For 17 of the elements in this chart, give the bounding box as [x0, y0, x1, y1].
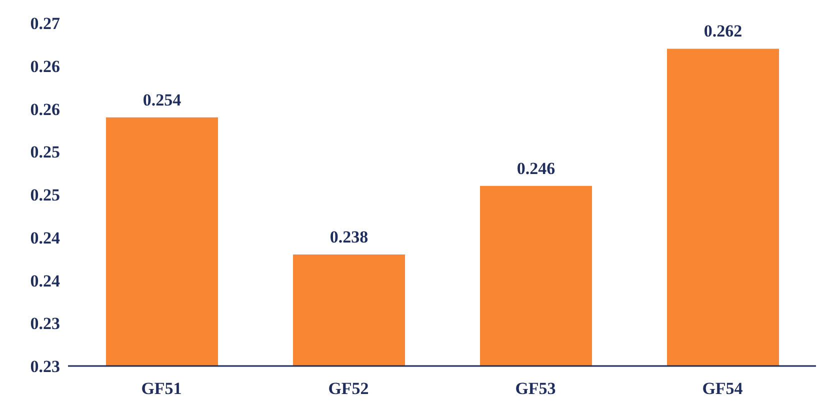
y-tick-label: 0.27	[30, 14, 60, 34]
y-tick-label: 0.25	[30, 186, 60, 205]
x-tick-label: GF51	[141, 379, 182, 398]
y-tick-label: 0.25	[30, 142, 60, 162]
x-tick-label: GF52	[328, 379, 369, 398]
x-tick-label: GF54	[702, 379, 744, 398]
y-tick-label: 0.24	[30, 271, 60, 290]
data-label: 0.254	[142, 90, 182, 110]
y-tick-label: 0.26	[30, 56, 60, 76]
data-label: 0.262	[704, 22, 742, 41]
y-tick-label: 0.23	[30, 357, 60, 376]
data-label: 0.246	[516, 158, 556, 178]
x-tick-label: GF53	[515, 379, 556, 398]
data-label: 0.238	[330, 228, 368, 247]
y-tick-label: 0.23	[30, 314, 60, 334]
y-tick-label: 0.26	[30, 100, 60, 119]
y-tick-label: 0.24	[30, 228, 60, 248]
